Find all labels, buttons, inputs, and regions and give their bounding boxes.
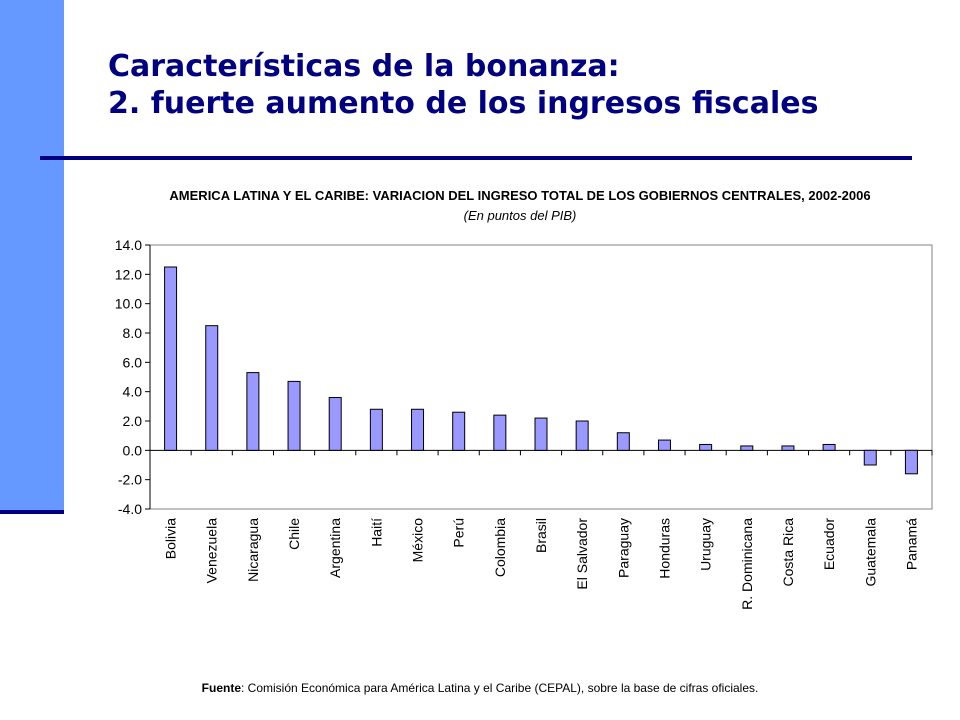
y-tick-label: 10.0 [115,296,142,312]
x-category-label: Chile [286,518,302,550]
title-divider [40,156,912,160]
x-category-label: Guatemala [862,518,878,587]
x-category-label: Honduras [656,518,672,579]
x-category-label: Colombia [492,518,508,577]
y-tick-label: 8.0 [123,325,143,341]
x-category-label: Costa Rica [780,518,796,587]
x-category-label: El Salvador [574,518,590,590]
slide-title-line-1: Características de la bonanza: [108,49,620,84]
chart-subtitle: (En puntos del PIB) [463,208,577,223]
y-tick-label: 14.0 [115,237,142,253]
x-category-label: Ecuador [821,518,837,570]
bar [411,408,425,451]
y-tick-label: 6.0 [123,354,143,370]
x-category-label: México [410,518,426,563]
bar [534,417,548,451]
bar [616,432,630,451]
bar [246,372,260,451]
bar [699,443,713,451]
slide-title: Características de la bonanza: 2. fuerte… [108,48,818,122]
x-category-label: R. Dominicana [739,518,755,610]
x-category-label: Argentina [327,518,343,578]
x-category-label: Paraguay [615,518,631,578]
bar [822,443,836,451]
y-tick-label: 4.0 [123,384,143,400]
y-tick-label: 12.0 [115,266,142,282]
bar [575,420,589,451]
x-category-label: Uruguay [698,518,714,571]
slide-accent-bar [0,0,64,512]
bar [781,445,795,451]
x-category-label: Panamá [903,518,919,570]
x-category-label: Bolivia [163,518,179,559]
y-tick-label: 2.0 [123,413,143,429]
bar [657,439,671,451]
source-note: Fuente: Comisión Económica para América … [0,681,960,695]
source-text: : Comisión Económica para América Latina… [241,681,759,695]
y-tick-label: 0.0 [123,442,143,458]
x-category-label: Venezuela [204,518,220,584]
bar [164,266,178,451]
bar [205,325,219,451]
bar [328,397,342,451]
bar [369,408,383,451]
y-tick-label: -4.0 [118,501,142,517]
bar [452,411,466,451]
source-label: Fuente [201,681,241,695]
y-tick-label: -2.0 [118,472,142,488]
x-category-label: Haití [368,518,384,547]
x-category-label: Nicaragua [245,518,261,582]
bar-chart: 14.0 12.0 10.0 8.0 6.0 4.0 2.0 0.0 -2.0 -4.0 Boliv… [115,237,933,610]
x-category-label: Perú [451,518,467,548]
bar [740,445,754,451]
chart-title: AMERICA LATINA Y EL CARIBE: VARIACION DE… [169,188,871,203]
slide-title-line-2: 2. fuerte aumento de los ingresos fiscal… [108,86,819,121]
plot-frame [149,244,933,510]
bar [863,449,877,466]
bar [493,414,507,451]
x-category-label: Brasil [533,518,549,553]
bar [287,380,301,451]
bar [904,449,918,475]
slide-accent-bar-foot [0,510,64,514]
